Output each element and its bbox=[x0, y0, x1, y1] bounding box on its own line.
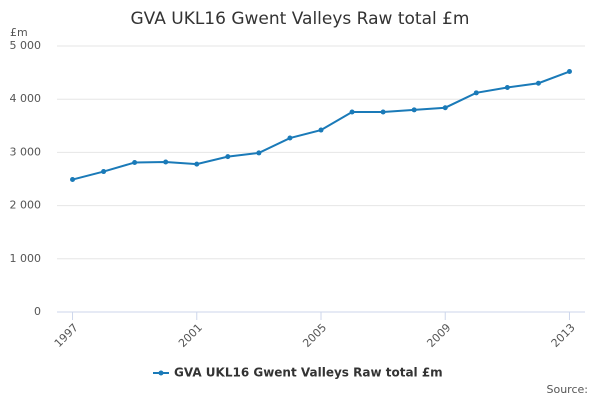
data-point bbox=[194, 161, 200, 167]
data-point bbox=[318, 127, 324, 133]
data-point bbox=[411, 107, 417, 113]
legend-label: GVA UKL16 Gwent Valleys Raw total £m bbox=[174, 366, 443, 380]
source: Source: bbox=[547, 383, 589, 396]
y-tick-label: 2 000 bbox=[10, 199, 42, 212]
data-point bbox=[256, 150, 262, 156]
data-point bbox=[380, 109, 386, 115]
data-point bbox=[504, 84, 510, 90]
data-point bbox=[473, 90, 479, 96]
y-tick-label: 4 000 bbox=[10, 92, 42, 105]
data-point bbox=[442, 105, 448, 111]
data-point bbox=[225, 154, 231, 160]
y-tick-label: 0 bbox=[34, 305, 41, 318]
data-point bbox=[535, 80, 541, 86]
y-tick-label: 3 000 bbox=[10, 145, 42, 158]
chart-title: GVA UKL16 Gwent Valleys Raw total £m bbox=[131, 9, 470, 29]
data-point bbox=[70, 177, 76, 183]
y-axis-unit: £m bbox=[10, 26, 28, 39]
data-point bbox=[287, 135, 293, 141]
data-point bbox=[163, 159, 169, 165]
data-point bbox=[132, 160, 138, 166]
y-tick-label: 1 000 bbox=[10, 252, 42, 265]
data-point bbox=[101, 169, 107, 175]
data-point bbox=[349, 109, 355, 115]
y-tick-label: 5 000 bbox=[10, 39, 42, 52]
data-point bbox=[566, 69, 572, 75]
legend-marker bbox=[158, 370, 164, 376]
